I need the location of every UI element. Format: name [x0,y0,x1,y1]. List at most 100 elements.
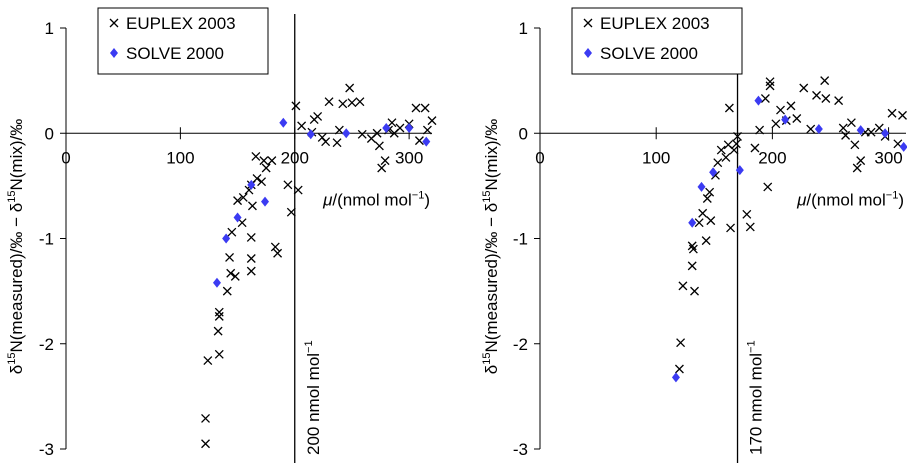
point [226,268,236,278]
x-axis-label: μ/(nmol mol−1) [796,189,904,209]
point [881,128,890,139]
label-part: N(mix)/‰ [482,119,501,191]
point [697,181,706,192]
x-tick-label: 0 [61,148,70,167]
point [233,212,242,223]
point [324,97,334,107]
legend-box [571,7,743,75]
point [203,356,213,366]
y-tick-label: -3 [513,440,528,459]
point [838,123,848,133]
point [306,129,315,140]
point [716,145,726,155]
label-part: N(mix)/‰ [7,119,26,191]
x-tick-label: 100 [166,148,194,167]
point [814,124,823,135]
point [347,98,357,108]
point [776,105,785,115]
y-tick-label: 1 [519,19,528,38]
point [698,208,708,218]
point [726,223,736,233]
point [212,277,221,288]
legend-box [97,7,269,75]
point [750,143,760,153]
point [247,179,256,190]
y-tick-label: 1 [45,19,54,38]
point [334,125,344,135]
point [261,163,271,173]
y-tick-label: -3 [39,440,54,459]
point [374,141,384,151]
y-tick-label: 0 [519,124,528,143]
point [414,136,424,146]
label-part: 15 [6,191,18,203]
legend-label: SOLVE 2000 [126,44,224,63]
point [765,81,775,91]
point [702,194,712,203]
legend: EUPLEX 2003 SOLVE 2000 [97,7,269,75]
point [721,152,731,162]
x-tick-label: 200 [758,148,786,167]
legend-marker [583,18,593,28]
point [887,108,897,118]
point [799,83,809,93]
point [690,286,699,296]
legend-label: EUPLEX 2003 [600,14,710,33]
point [852,163,862,173]
point [297,121,307,131]
point [786,101,796,111]
point [261,196,270,207]
label-part: 15 [6,353,18,365]
point [291,101,301,111]
point [731,139,741,149]
label-part: 170 nmol mol [747,353,766,455]
point [706,216,716,226]
legend: EUPLEX 2003 SOLVE 2000 [571,7,743,75]
point [313,111,323,121]
point [724,103,734,113]
label-part: 200 nmol mol [304,353,323,455]
point [763,182,773,192]
point [321,137,331,147]
point [257,177,267,187]
x-tick-label: 300 [395,148,423,167]
point [806,124,816,134]
label-part: δ [7,365,26,374]
point [701,236,711,246]
point [821,94,831,103]
label-part: 15 [481,191,493,203]
point [214,349,224,359]
point [246,254,256,263]
point [694,218,704,228]
point [729,145,739,155]
point [422,125,432,135]
point [705,187,715,197]
point [671,372,680,383]
point [355,97,365,107]
point [674,364,684,374]
label-part: μ [796,190,807,209]
point [765,77,775,87]
label-part: −1 [746,340,758,353]
reference-label: 200 nmol mol−1 [303,340,323,455]
point [735,165,744,176]
point [713,158,723,168]
y-tick-label: -1 [513,230,528,249]
point [372,128,382,138]
x-tick-label: 300 [874,148,902,167]
point [427,116,437,126]
point [745,222,755,232]
label-part: −1 [886,189,899,201]
point [214,311,224,321]
point [676,338,686,348]
point [841,130,851,140]
label-part: δ [482,365,501,374]
y-tick-label: -2 [39,335,54,354]
point [395,123,405,133]
point [688,217,697,228]
point [222,233,231,244]
y-axis-label: δ15N(measured)/‰ − δ15N(mix)/‰ [481,119,501,375]
point [377,163,387,173]
point [866,127,876,137]
label-part: −1 [303,340,315,353]
